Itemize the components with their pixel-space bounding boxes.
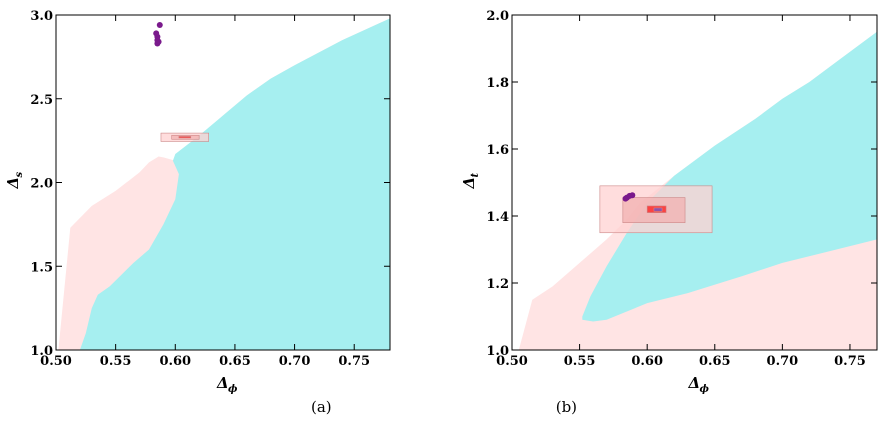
y-tick-label: 1.6 (486, 143, 509, 158)
plot-area (58, 18, 390, 350)
data-point (153, 30, 160, 37)
y-tick-label: 2.5 (30, 93, 53, 108)
x-axis-label-sub: ϕ (228, 384, 238, 395)
x-tick-label: 0.65 (699, 354, 731, 369)
y-tick-label: 3.0 (30, 9, 53, 24)
x-tick-label: 0.60 (631, 354, 663, 369)
x-tick-label: 0.60 (159, 354, 191, 369)
panel-a: 0.50 0.55 0.60 0.65 0.70 0.75 1.0 1.5 2.0 2.5 3.0 Δ… (4, 9, 391, 395)
y-axis-label: Δ (460, 177, 478, 190)
y-tick-label: 1.8 (486, 76, 509, 91)
plot-area (518, 31, 877, 350)
y-axis-label-group: Δt (460, 173, 481, 190)
x-axis-label: Δ (688, 374, 701, 392)
x-tick-label: 0.65 (219, 354, 251, 369)
y-tick-label: 1.2 (486, 277, 509, 292)
x-tick-label: 0.75 (338, 354, 370, 369)
panel-b: 0.50 0.55 0.60 0.65 0.70 0.75 1.0 1.2 1.4 1.6 1.8 2… (460, 9, 878, 395)
x-tick-label: 0.70 (279, 354, 311, 369)
y-axis-label-group: Δs (4, 172, 25, 190)
region-cyan-region (582, 31, 877, 322)
y-tick-label: 1.0 (486, 344, 509, 359)
data-point (622, 195, 629, 202)
data-point (156, 22, 163, 29)
x-tick-label: 0.75 (834, 354, 866, 369)
x-axis-label: Δ (216, 374, 229, 392)
data-point (629, 192, 636, 199)
error-box (653, 207, 663, 212)
y-tick-label: 2.0 (486, 9, 509, 24)
region-cyan-region (79, 18, 390, 350)
figure-caption: (a) (b) (311, 398, 577, 416)
x-tick-label: 0.70 (767, 354, 799, 369)
y-tick-label: 1.4 (486, 210, 509, 225)
x-tick-label: 0.50 (496, 354, 528, 369)
data-point (155, 38, 162, 45)
y-tick-label: 1.5 (30, 260, 53, 275)
y-axis-label-sub: s (14, 172, 25, 178)
plot-frame (511, 14, 878, 351)
x-axis-label-sub: ϕ (700, 384, 710, 395)
x-tick-label: 0.55 (100, 354, 132, 369)
y-tick-label: 1.0 (30, 344, 53, 359)
error-box (178, 136, 192, 139)
x-tick-label: 0.55 (564, 354, 596, 369)
x-tick-label: 0.50 (40, 354, 72, 369)
y-tick-label: 2.0 (30, 177, 53, 192)
y-axis-label: Δ (4, 177, 22, 190)
y-axis-label-sub: t (470, 173, 481, 178)
